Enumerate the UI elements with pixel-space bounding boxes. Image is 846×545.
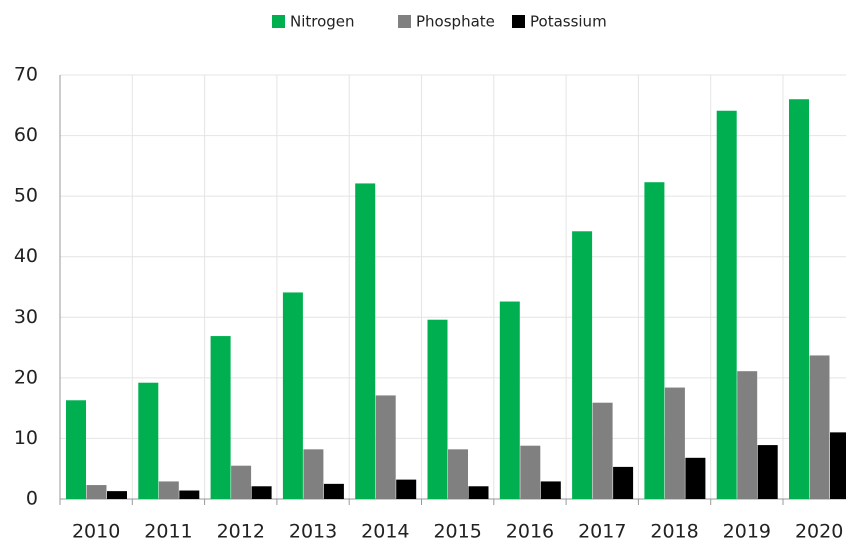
bar — [468, 486, 489, 499]
y-tick-label: 10 — [14, 427, 38, 449]
bar — [282, 292, 303, 499]
y-tick-label: 30 — [14, 306, 38, 328]
y-tick-label: 60 — [14, 124, 38, 146]
x-tick-label: 2011 — [144, 521, 192, 543]
x-tick-label: 2015 — [433, 521, 481, 543]
bar — [789, 99, 809, 499]
bar — [737, 371, 758, 499]
bar — [830, 432, 846, 499]
x-tick-label: 2019 — [723, 521, 771, 543]
bar — [396, 479, 417, 499]
x-tick-label: 2014 — [361, 521, 409, 543]
bar — [66, 400, 86, 499]
bar — [251, 486, 272, 499]
bar — [448, 449, 468, 499]
bar — [323, 483, 344, 499]
bar — [809, 355, 830, 499]
bar — [644, 182, 665, 499]
bar — [685, 457, 706, 499]
bar — [375, 395, 396, 499]
bar — [179, 490, 200, 499]
bar — [303, 449, 324, 499]
x-tick-label: 2013 — [289, 521, 337, 543]
y-tick-label: 70 — [14, 64, 38, 86]
bar — [427, 319, 448, 499]
bar — [210, 336, 231, 499]
bar — [138, 382, 159, 499]
bar — [86, 485, 107, 499]
x-tick-label: 2010 — [72, 521, 120, 543]
legend-swatch — [512, 15, 525, 28]
x-tick-label: 2018 — [650, 521, 698, 543]
bar — [664, 387, 685, 499]
y-tick-label: 40 — [14, 245, 38, 267]
bar — [613, 466, 634, 499]
bar — [716, 110, 737, 499]
x-tick-label: 2012 — [217, 521, 265, 543]
legend-label: Nitrogen — [290, 13, 355, 31]
legend-label: Potassium — [530, 13, 607, 31]
legend-swatch — [398, 15, 411, 28]
bar — [107, 491, 127, 499]
x-tick-label: 2017 — [578, 521, 626, 543]
bar — [355, 183, 376, 499]
bar — [231, 465, 252, 499]
x-tick-label: 2020 — [795, 521, 843, 543]
bar — [572, 231, 593, 499]
legend-swatch — [272, 15, 285, 28]
bar — [592, 402, 613, 499]
bar — [540, 481, 561, 499]
bar — [757, 445, 778, 499]
legend-label: Phosphate — [416, 13, 495, 31]
y-tick-label: 0 — [26, 488, 38, 510]
bar — [158, 481, 179, 499]
bar — [499, 301, 520, 499]
y-tick-label: 50 — [14, 185, 38, 207]
y-tick-label: 20 — [14, 366, 38, 388]
x-tick-label: 2016 — [506, 521, 554, 543]
bar — [520, 445, 541, 499]
